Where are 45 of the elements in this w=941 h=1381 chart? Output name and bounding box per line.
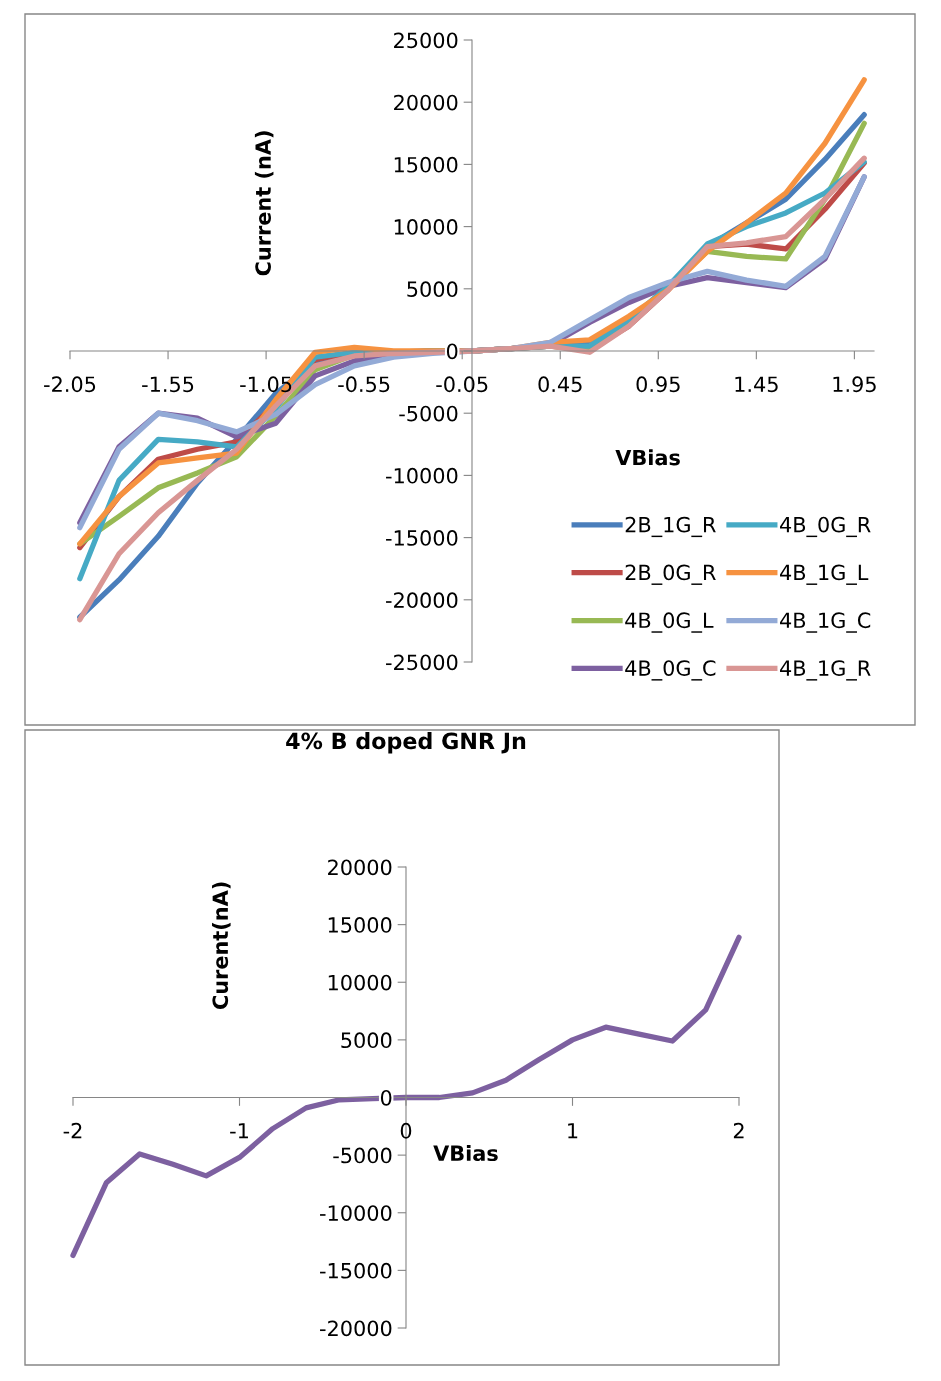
legend-label: 4B_1G_L [780, 564, 869, 585]
chart-title: 4% B doped GNR Jn [286, 732, 526, 754]
y-tick-label: -5000 [333, 1147, 392, 1164]
x-tick-label: 0.45 [538, 376, 582, 393]
legend-label: 2B_0G_R [625, 564, 716, 585]
x-tick-label: 1.45 [735, 376, 778, 393]
y-tick-label: -5000 [399, 405, 458, 422]
y-tick-label: 5000 [407, 281, 458, 298]
legend-label: 4B_1G_R [780, 660, 871, 681]
x-tick-label: 0.95 [636, 376, 680, 393]
y-tick-label: -15000 [320, 1262, 392, 1279]
x-tick-label: -2 [63, 1122, 82, 1139]
y-tick-label: -15000 [386, 530, 458, 546]
x-axis-title: VBias [433, 1144, 498, 1162]
x-tick-label: -2.05 [44, 376, 96, 393]
y-tick-label: -20000 [386, 592, 458, 609]
y-tick-label: 15000 [394, 156, 458, 173]
legend-label: 4B_0G_R [780, 516, 871, 538]
y-tick-label: 15000 [328, 917, 392, 933]
y-tick-label: 25000 [394, 32, 458, 49]
legend-label: 4B_0G_L [625, 612, 714, 633]
y-tick-label: 20000 [328, 859, 392, 876]
legend-label: 4B_0G_C [625, 660, 716, 681]
y-tick-label: 0 [380, 1089, 392, 1106]
legend-label: 4B_1G_C [780, 612, 871, 633]
y-tick-label: -10000 [320, 1205, 392, 1221]
x-tick-label: 2 [733, 1122, 744, 1139]
x-tick-label: -1 [230, 1123, 248, 1139]
y-tick-label: -10000 [386, 467, 458, 484]
x-axis-title: VBias [615, 449, 680, 466]
y-tick-label: -25000 [386, 654, 458, 671]
legend-label: 2B_1G_R [625, 516, 716, 538]
y-tick-label: -20000 [320, 1320, 392, 1337]
y-tick-label: 0 [446, 343, 458, 360]
y-tick-label: 10000 [328, 974, 392, 991]
x-tick-label: -1.55 [142, 376, 194, 393]
x-tick-label: -0.55 [338, 376, 390, 393]
y-tick-label: 20000 [394, 94, 458, 111]
x-tick-label: 1 [568, 1123, 578, 1139]
y-axis-title: Curent(nA) [212, 882, 231, 1009]
x-tick-label: 1.95 [833, 376, 876, 393]
y-tick-label: 10000 [394, 219, 458, 235]
y-axis-title: Current (nA) [254, 131, 274, 276]
x-tick-label: -0.05 [436, 376, 488, 393]
y-tick-label: 5000 [341, 1032, 392, 1049]
